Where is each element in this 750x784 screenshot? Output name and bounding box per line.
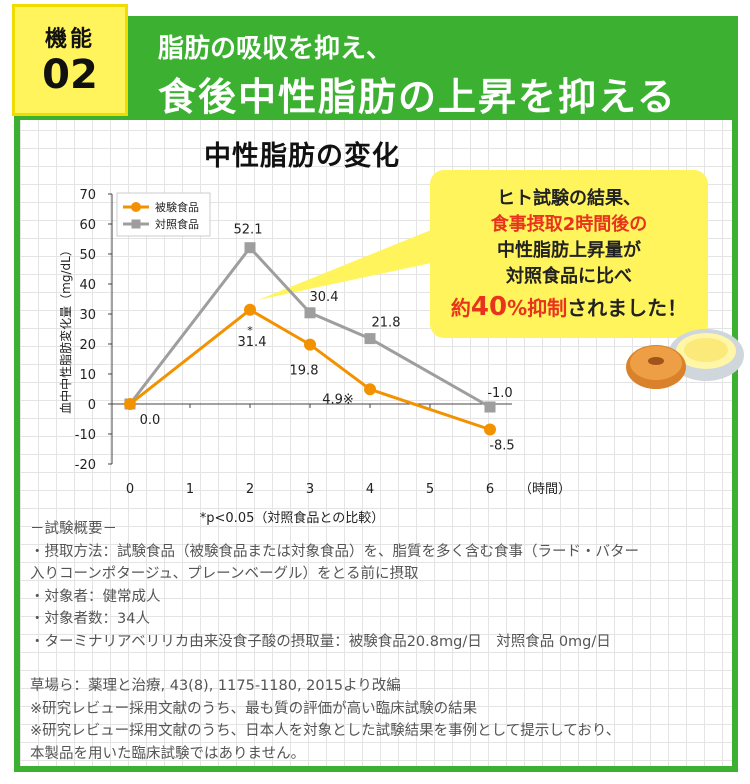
study-notes: －試験概要－ ・摂取方法：試験食品（被験食品または対象食品）を、脂質を多く含む食… (30, 518, 730, 765)
x-tick-label: 5 (426, 482, 434, 497)
legend-label: 対照食品 (155, 217, 199, 231)
callout-line-2: 食事摂取2時間後の (490, 214, 648, 235)
feature-badge: 機能 02 (12, 4, 128, 116)
y-tick-label: -10 (75, 428, 96, 443)
test-data-point (244, 303, 256, 316)
notes-method: ・摂取方法：試験食品（被験食品または対象食品）を、脂質を多く含む食事（ラード・バ… (30, 543, 639, 560)
callout-percent-value: 40 (470, 292, 508, 322)
header-subtitle: 脂肪の吸収を抑え、 (158, 34, 393, 64)
x-tick-label: 6 (486, 482, 494, 497)
y-tick-label: 70 (79, 188, 96, 203)
notes-ref-1: ※研究レビュー採用文献のうち、最も質の評価が高い臨床試験の結果 (30, 700, 478, 717)
y-tick-label: -20 (75, 458, 96, 473)
data-label: -8.5 (489, 439, 514, 454)
notes-overview-title: －試験概要－ (30, 521, 117, 537)
result-callout: ヒト試験の結果、 食事摂取2時間後の 中性脂肪上昇量が 対照食品に比べ 約40%… (430, 170, 708, 338)
y-tick-label: 20 (79, 338, 96, 353)
control-data-point (304, 307, 316, 319)
y-tick-label: 50 (79, 248, 96, 263)
legend-label: 被験食品 (155, 200, 199, 214)
x-tick-label: 4 (366, 482, 374, 497)
test-data-point (304, 338, 316, 351)
legend-marker (131, 202, 141, 212)
significance-asterisk: * (247, 324, 253, 337)
data-label: 31.4 (238, 335, 267, 350)
notes-count: ・対象者数：34人 (30, 611, 150, 627)
significance-footnote: *p<0.05（対照食品との比較） (200, 510, 384, 526)
data-label: 21.8 (372, 316, 401, 331)
food-illustration (626, 329, 744, 389)
chart-title: 中性脂肪の変化 (204, 141, 400, 172)
callout-approx: 約 (450, 296, 471, 320)
notes-subjects: ・対象者：健常成人 (30, 588, 161, 605)
x-tick-label: 1 (186, 482, 194, 497)
callout-pointer (258, 228, 436, 300)
y-axis-label: 血中中性脂肪変化量（mg/dL） (58, 244, 73, 414)
test-data-point (484, 423, 496, 436)
x-tick-label: 3 (306, 482, 314, 497)
notes-ref-2-cont: 本製品を用いた臨床試験ではありません。 (30, 745, 306, 762)
notes-source: 草場ら：薬理と治療, 43(8), 1175-1180, 2015より改編 (30, 678, 401, 694)
notes-ref-2: ※研究レビュー採用文献のうち、日本人を対象とした試験結果を事例として提示しており… (30, 723, 621, 739)
legend-box (116, 192, 211, 237)
content-frame (14, 16, 738, 772)
callout-percent-unit: %抑制 (507, 296, 568, 320)
y-tick-label: 40 (79, 278, 96, 293)
callout-line-4: 対照食品に比べ (506, 266, 632, 287)
callout-line-1: ヒト試験の結果、 (497, 188, 641, 209)
test-data-point (364, 383, 376, 396)
callout-line-5: 約40%抑制されました！ (430, 290, 708, 325)
data-label: 0.0 (140, 413, 161, 428)
y-tick-label: 30 (79, 308, 96, 323)
x-tick-label: 0 (126, 482, 134, 497)
data-label: -1.0 (487, 386, 512, 401)
data-label: 30.4 (310, 290, 339, 305)
header-bar (14, 16, 738, 120)
badge-number: 02 (42, 52, 98, 98)
badge-label: 機能 (44, 27, 95, 52)
x-axis-label: （時間） (519, 482, 571, 497)
test-data-point (124, 398, 136, 410)
legend-marker (131, 219, 141, 229)
control-data-point (244, 242, 256, 254)
y-tick-label: 0 (88, 398, 96, 413)
data-label: 4.9※ (322, 392, 354, 407)
notes-intake: ・ターミナリアベリリカ由来没食子酸の摂取量：被験食品20.8mg/日 対照食品 … (30, 633, 611, 650)
callout-line-3: 中性脂肪上昇量が (497, 240, 641, 261)
data-label: 52.1 (234, 223, 263, 238)
data-label: 19.8 (290, 364, 319, 379)
y-tick-label: 10 (79, 368, 96, 383)
control-data-point (364, 333, 376, 345)
header-title: 食後中性脂肪の上昇を抑える (158, 75, 677, 119)
callout-tail: されました！ (567, 296, 688, 320)
control-data-point (484, 401, 496, 413)
x-tick-label: 2 (246, 482, 254, 497)
y-tick-label: 60 (79, 218, 96, 233)
notes-method-cont: 入りコーンポタージュ、プレーンベーグル）をとる前に摂取 (30, 566, 419, 582)
